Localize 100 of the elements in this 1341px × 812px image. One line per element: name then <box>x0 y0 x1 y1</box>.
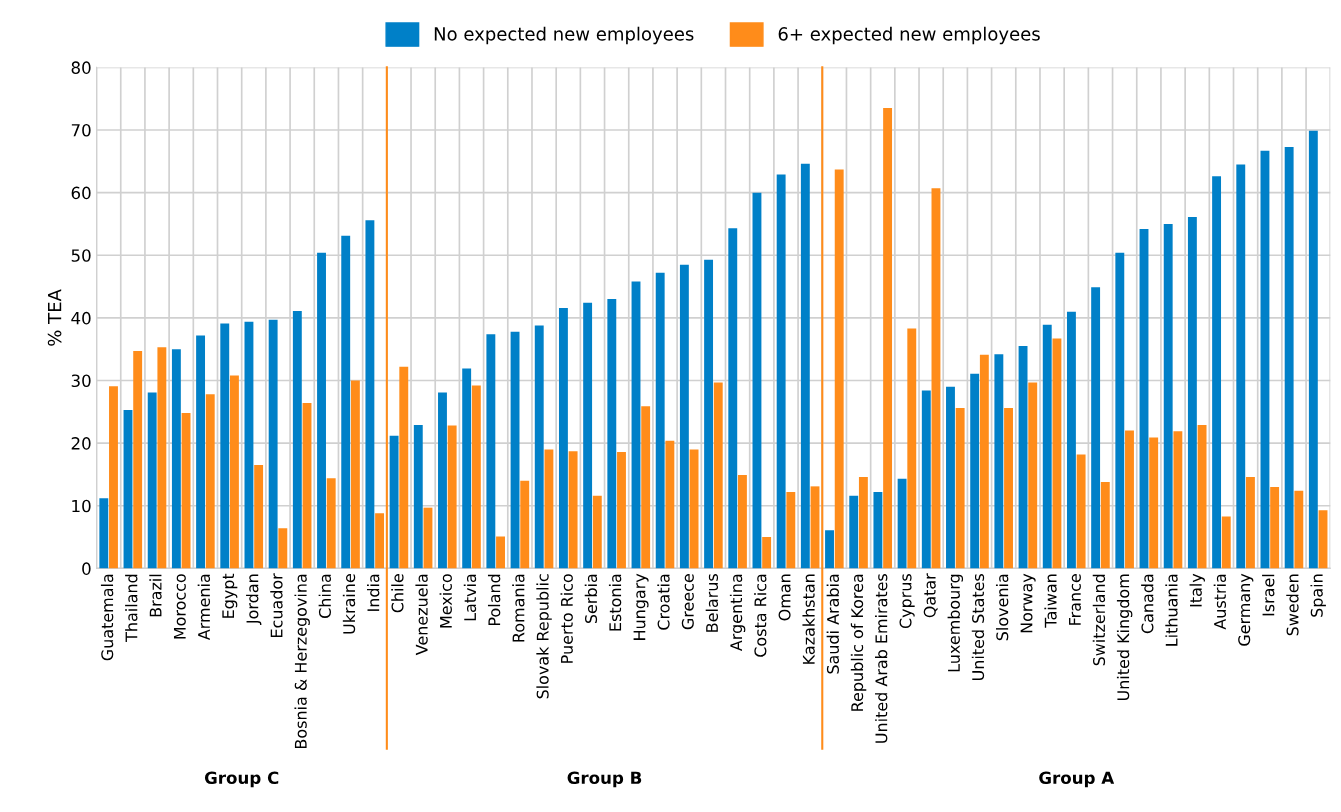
bar <box>921 390 931 569</box>
x-tick-label: Bosnia & Herzegovina <box>294 574 310 749</box>
bar <box>728 228 738 569</box>
bar <box>752 192 762 569</box>
bar <box>834 169 844 569</box>
bar <box>583 302 593 569</box>
y-tick-label: 30 <box>71 374 91 388</box>
x-tick-label: Qatar <box>923 573 938 618</box>
bar <box>350 380 360 569</box>
x-tick-label: Croatia <box>657 574 670 630</box>
bar <box>302 403 312 569</box>
x-tick-label: Latvia <box>463 574 477 621</box>
x-tick-label: Costa Rica <box>754 574 767 657</box>
bar <box>1221 516 1231 569</box>
bar <box>883 108 893 569</box>
bar <box>665 440 675 569</box>
y-tick-label: 60 <box>71 186 91 200</box>
bar <box>810 486 820 569</box>
bar <box>389 435 399 569</box>
bar <box>341 235 351 569</box>
bar <box>1004 408 1013 569</box>
x-tick-label: Lithuania <box>1165 574 1178 646</box>
y-tick-label: 50 <box>71 249 91 262</box>
bar <box>1284 146 1294 569</box>
text: Group A <box>1039 771 1115 788</box>
bar <box>171 349 181 569</box>
bar <box>1018 346 1028 569</box>
bar <box>447 425 457 569</box>
bar <box>873 492 883 569</box>
bar <box>1318 510 1328 569</box>
bar <box>776 174 786 569</box>
bar <box>858 476 868 569</box>
x-tick-label: Sweden <box>1286 574 1299 636</box>
bar <box>462 368 472 569</box>
x-tick-label: Cyprus <box>899 574 915 629</box>
bar <box>520 480 530 569</box>
bar <box>704 259 714 569</box>
bar <box>907 328 917 569</box>
text: Group B <box>567 771 642 788</box>
x-tick-label: Romania <box>512 574 525 642</box>
bar <box>1115 252 1125 569</box>
bar <box>737 475 747 569</box>
x-tick-label: India <box>367 574 380 611</box>
x-tick-label: Argentina <box>729 574 746 652</box>
bar <box>133 351 143 569</box>
bar <box>1197 424 1207 569</box>
bar <box>946 386 955 569</box>
bar <box>157 347 167 569</box>
y-tick-label: 0 <box>82 562 91 575</box>
bar <box>1163 223 1173 569</box>
x-tick-label: Venezuela <box>415 574 428 656</box>
bar <box>786 492 796 569</box>
bar <box>970 373 980 569</box>
bar <box>109 386 118 569</box>
bar <box>399 366 409 569</box>
bar <box>1100 481 1110 569</box>
bar <box>254 465 264 569</box>
bar <box>496 536 505 569</box>
x-tick-label: Serbia <box>584 574 598 624</box>
bar <box>1149 437 1159 569</box>
x-tick-label: Slovenia <box>995 574 1009 641</box>
x-tick-label: Mexico <box>439 574 452 628</box>
x-tick-label: Taiwan <box>1044 574 1057 628</box>
bar <box>317 252 326 569</box>
y-tick-label: 10 <box>72 499 91 513</box>
bar <box>268 319 278 569</box>
bar <box>438 392 447 569</box>
bar <box>326 478 336 569</box>
bar <box>1091 287 1101 569</box>
bar <box>931 188 941 569</box>
bar <box>123 409 133 569</box>
x-tick-label: Chile <box>391 574 404 613</box>
bar <box>1270 486 1280 569</box>
bar <box>196 335 206 569</box>
bar <box>800 163 810 569</box>
bar <box>568 451 578 569</box>
bar <box>849 495 859 569</box>
legend-label: No expected new employees <box>434 26 694 45</box>
bar <box>181 413 191 569</box>
y-tick-label: 80 <box>71 61 91 74</box>
bar <box>229 375 239 569</box>
x-tick-label: Hungary <box>633 573 649 640</box>
x-tick-label: United Arab Emirates <box>875 574 888 743</box>
bar <box>220 323 230 569</box>
y-tick-label: 40 <box>71 311 91 325</box>
bar <box>979 354 989 569</box>
bar <box>471 385 481 569</box>
y-tick-label: 20 <box>71 437 91 450</box>
bar <box>713 382 723 569</box>
bar <box>278 528 288 569</box>
x-tick-label: Saudi Arabia <box>826 574 839 674</box>
bar <box>1076 454 1086 569</box>
bar <box>955 408 965 569</box>
y-axis-title: % TEA <box>47 289 62 346</box>
x-tick-label: Greece <box>681 574 694 630</box>
bar <box>1052 338 1062 569</box>
bar <box>631 281 641 569</box>
bar <box>1173 431 1183 569</box>
x-tick-label: Puerto Rico <box>560 574 573 663</box>
x-tick-label: Austria <box>1213 574 1227 630</box>
